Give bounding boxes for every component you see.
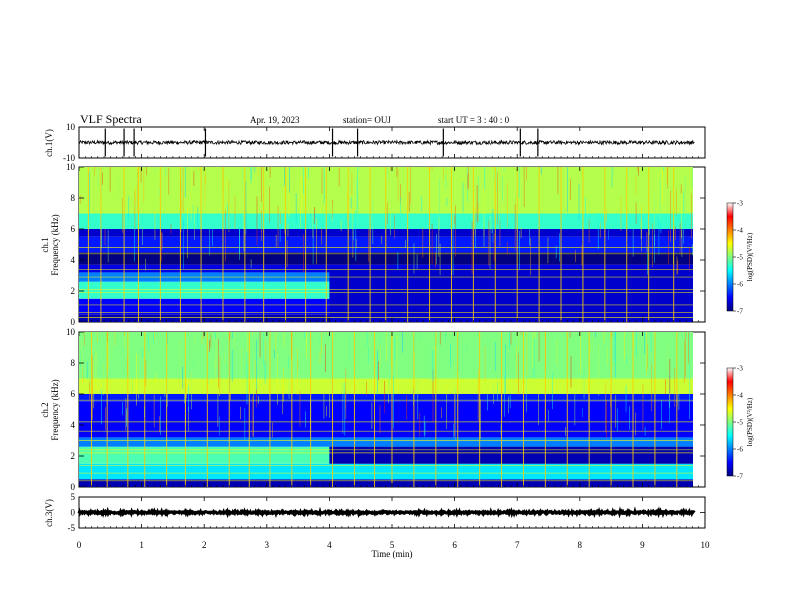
ch2-spectrogram-colorbar-tick-label: -5 (737, 419, 743, 427)
ch2-spectrogram-band (79, 437, 693, 447)
ch2-spectrogram-ytick-label: 10 (66, 327, 76, 337)
ch2-spectrogram-colorbar-tick-label: -6 (737, 446, 743, 454)
ch2-spectrogram-band (79, 479, 693, 487)
time-axis-tick-label: 10 (701, 540, 711, 550)
station-label: station= OUJ (343, 115, 391, 125)
ch1-spectrogram-change-region (329, 267, 693, 322)
time-axis-tick-label: 5 (390, 540, 395, 550)
time-axis-label: Time (min) (372, 549, 413, 559)
ch1-spectrogram-colorbar-tick-label: -3 (737, 200, 743, 208)
ch1-waveform-panel: 10 -10 ch.1(V) (44, 122, 706, 163)
ch2-colorbar: -3 -4 -5 -6 -7 log(PSD)(V²/Hz) (726, 365, 754, 481)
ch1-spectrogram-ytick-label: 8 (71, 193, 76, 203)
ch2-spectrogram-ytick-label: 4 (71, 420, 76, 430)
ch2-colorbar-bar (726, 367, 734, 477)
ch2-spectrogram-band (79, 394, 693, 402)
ch1-waveform-line (78, 139, 695, 146)
ch1-waveform-trace (78, 128, 695, 157)
ch2-colorbar-label: log(PSD)(V²/Hz) (746, 397, 754, 446)
ch1-spectrogram-band (79, 167, 693, 214)
ch1-spectrogram-colorbar-tick-label: -7 (737, 308, 743, 316)
time-axis-tick-label: 6 (452, 540, 457, 550)
ch2-spectrogram-band (79, 463, 693, 480)
ch1-spectrogram-colorbar-tick-label: -4 (737, 227, 743, 235)
time-axis-tick-label: 8 (578, 540, 583, 550)
ch1-waveform-ylabel: ch.1(V) (44, 129, 54, 157)
ch3-waveform-trace (77, 506, 696, 519)
ch2-spectrogram-panel: 0 2 4 6 8 10 ch.2 Frequency (kHz) -3 -4 -5 -6 -7 … (40, 327, 754, 492)
ch2-spectrogram-change-region (329, 446, 693, 464)
start-time-label: start UT = 3 : 40 : 0 (438, 115, 510, 125)
ch3-waveform-ylabel: ch.3(V) (44, 499, 54, 527)
figure-title: VLF Spectra (80, 112, 142, 126)
ch1-spectrogram-ytick-label: 6 (71, 224, 76, 234)
ch1-spectrogram-colorbar-tick-label: -6 (737, 281, 743, 289)
ch2-spectrogram-band (79, 332, 693, 379)
ch3-waveform-ytick-label: 0 (71, 508, 76, 518)
time-axis-tick-label: 1 (139, 540, 144, 550)
ch1-waveform-yticks: 10 -10 (63, 122, 705, 163)
ch1-spectrogram-ytick-label: 2 (71, 286, 76, 296)
ch1-colorbar-label: log(PSD)(V²/Hz) (746, 232, 754, 281)
ch1-colorbar-ticks: -3 -4 -5 -6 -7 (733, 200, 743, 316)
ch1-colorbar: -3 -4 -5 -6 -7 log(PSD)(V²/Hz) (726, 200, 754, 316)
ch1-spectrogram-image (79, 167, 693, 322)
ch2-spectrogram-channel-label: ch.2 (40, 402, 50, 417)
ch1-spectrogram-ylabel: Frequency (kHz) (50, 214, 60, 275)
time-axis-tick-label: 0 (77, 540, 82, 550)
ch1-spectrogram-band (79, 236, 693, 253)
ch1-spectrogram-ytick-label: 4 (71, 255, 76, 265)
ch1-spectrogram-channel-label: ch.1 (40, 237, 50, 252)
ch1-waveform-ytick-label: -10 (63, 153, 75, 163)
ch1-spectrogram-ytick-label: 0 (71, 317, 76, 327)
ch3-waveform-ytick-label: -5 (68, 523, 76, 533)
ch1-spectrogram-colorbar-tick-label: -5 (737, 254, 743, 262)
ch2-spectrogram-ytick-label: 6 (71, 389, 76, 399)
ch2-colorbar-ticks: -3 -4 -5 -6 -7 (733, 365, 743, 481)
ch1-colorbar-bar (726, 202, 734, 312)
ch1-spectrogram-band (79, 229, 693, 237)
ch2-spectrogram-image (79, 332, 693, 487)
ch2-spectrogram-ytick-label: 2 (71, 451, 76, 461)
date-label: Apr. 19, 2023 (250, 115, 300, 125)
ch2-spectrogram-ylabel: Frequency (kHz) (50, 379, 60, 440)
ch2-spectrogram-colorbar-tick-label: -7 (737, 473, 743, 481)
time-axis-tick-label: 9 (640, 540, 645, 550)
time-axis-tick-label: 4 (327, 540, 332, 550)
ch2-spectrogram-colorbar-tick-label: -4 (737, 392, 743, 400)
time-axis-tick-label: 2 (202, 540, 207, 550)
time-axis: 0 1 2 3 4 5 6 7 8 9 10 (77, 127, 710, 550)
time-axis-tick-label: 7 (515, 540, 520, 550)
ch1-spectrogram-yticks: 0 2 4 6 8 10 (66, 162, 705, 327)
ch3-waveform-yticks: 5 0 -5 (68, 492, 705, 533)
ch1-spectrogram-panel: 0 2 4 6 8 10 ch.1 Frequency (kHz) -3 -4 -5 -6 -7 … (40, 162, 754, 327)
ch1-spectrogram-ytick-label: 10 (66, 162, 76, 172)
time-axis-tick-label: 3 (265, 540, 270, 550)
ch2-spectrogram-ytick-label: 8 (71, 358, 76, 368)
ch2-spectrogram-colorbar-tick-label: -3 (737, 365, 743, 373)
ch2-spectrogram-yticks: 0 2 4 6 8 10 (66, 327, 705, 492)
ch3-waveform-ytick-label: 5 (71, 492, 76, 502)
ch1-waveform-ytick-label: 10 (66, 122, 76, 132)
ch2-spectrogram-band (79, 401, 693, 438)
ch3-waveform-panel: 5 0 -5 ch.3(V) (44, 492, 706, 533)
ch2-spectrogram-band (79, 378, 693, 394)
ch2-spectrogram-ytick-label: 0 (71, 482, 76, 492)
ch1-spectrogram-band (79, 213, 693, 229)
ch3-waveform-line (77, 506, 696, 519)
